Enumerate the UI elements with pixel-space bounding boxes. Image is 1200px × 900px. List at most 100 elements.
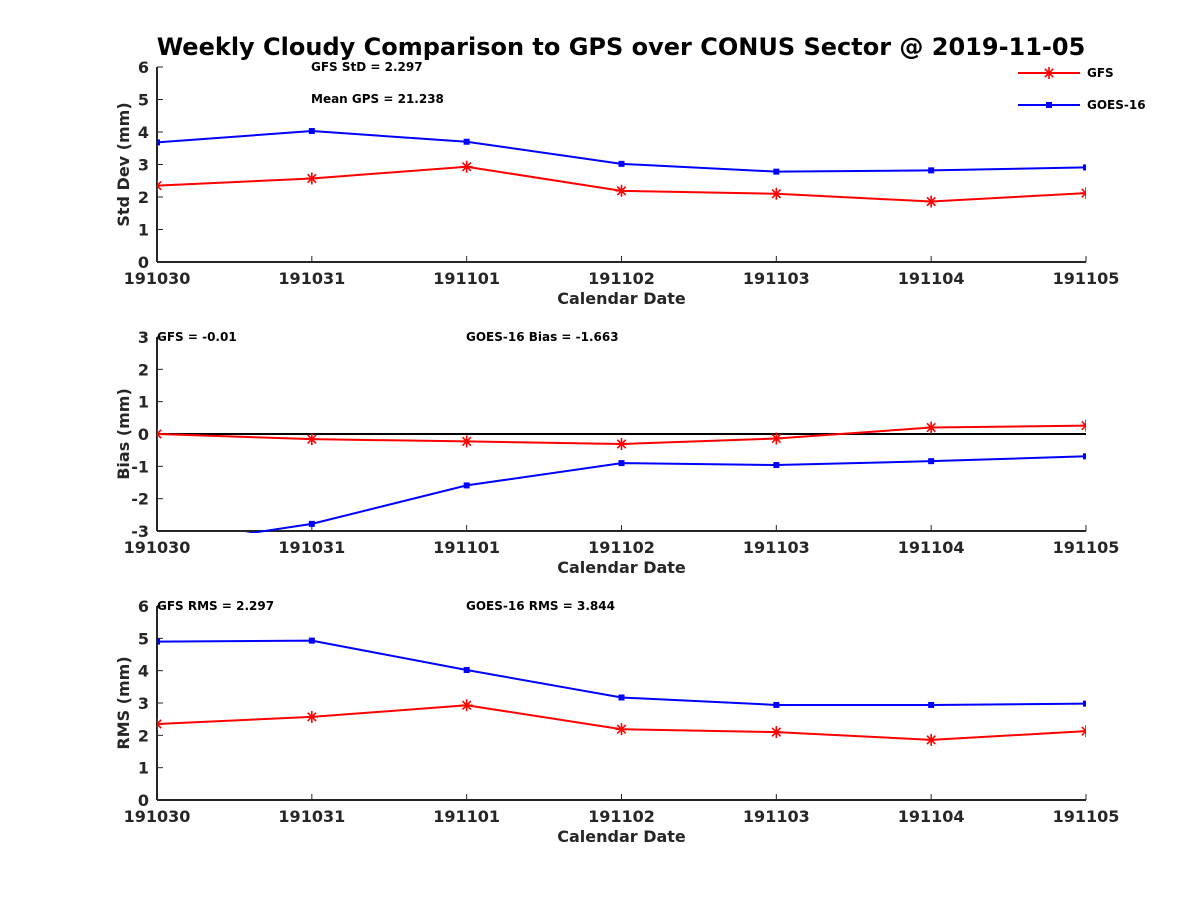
data-point xyxy=(305,433,318,446)
y-axis-label: Std Dev (mm) xyxy=(114,102,133,226)
y-tick-label: 3 xyxy=(138,694,149,713)
data-point xyxy=(1083,453,1086,460)
y-tick-label: 0 xyxy=(138,253,149,272)
data-point xyxy=(925,733,938,746)
data-point xyxy=(157,139,160,146)
data-point-d1 xyxy=(1081,420,1086,427)
data-point xyxy=(463,482,470,489)
legend-marker xyxy=(1043,67,1055,79)
x-tick-label: 191105 xyxy=(1053,269,1120,288)
x-tick-label: 191104 xyxy=(898,807,965,826)
data-point-d2 xyxy=(307,712,317,722)
x-tick-label: 191105 xyxy=(1053,538,1120,557)
x-axis-label: Calendar Date xyxy=(557,827,686,846)
panel-3: 0 1 2 3 4 5 6 191030 191031 191101 191102 191103 191… xyxy=(114,597,1119,846)
data-point xyxy=(460,699,473,712)
legend-entry-gfs: GFS xyxy=(1018,66,1114,80)
x-tick-label: 191102 xyxy=(588,807,655,826)
y-tick-label: -1 xyxy=(131,457,149,476)
data-point-d2 xyxy=(926,735,936,745)
data-point xyxy=(615,438,628,451)
y-tick-label: 3 xyxy=(138,328,149,347)
data-point xyxy=(1080,187,1086,200)
data-point xyxy=(928,167,935,174)
y-tick-label: 3 xyxy=(138,156,149,175)
data-point xyxy=(157,179,163,192)
data-point-d2 xyxy=(307,434,317,444)
data-point-d2 xyxy=(771,188,782,199)
data-point xyxy=(615,184,628,197)
data-point xyxy=(157,718,163,731)
data-point-d2 xyxy=(616,439,627,449)
data-point xyxy=(463,667,470,674)
data-point xyxy=(308,637,315,644)
data-point xyxy=(773,168,780,175)
data-point-d1 xyxy=(157,184,162,191)
data-point xyxy=(618,160,625,167)
data-point xyxy=(305,710,318,723)
x-tick-label: 191105 xyxy=(1053,807,1120,826)
figure-title: Weekly Cloudy Comparison to GPS over CON… xyxy=(157,33,1086,61)
x-tick-label: 191031 xyxy=(278,807,345,826)
series-goes-16 xyxy=(244,453,1086,533)
data-point xyxy=(770,726,783,739)
y-tick-label: 4 xyxy=(138,123,149,142)
data-point-d2 xyxy=(461,436,472,447)
data-point-d2 xyxy=(157,429,162,436)
x-axis-label: Calendar Date xyxy=(557,289,686,308)
series-gfs xyxy=(157,419,1086,451)
x-tick-label: 191104 xyxy=(898,538,965,557)
data-point-d2 xyxy=(771,433,782,444)
plot-area xyxy=(157,419,1086,533)
data-point xyxy=(773,701,780,708)
legend: GFS GOES-16 xyxy=(1018,66,1146,112)
data-point xyxy=(460,160,473,173)
y-tick-label: 1 xyxy=(138,393,149,412)
data-point-d1 xyxy=(157,722,162,729)
data-point-d2 xyxy=(1081,729,1086,736)
y-tick-label: 2 xyxy=(138,188,149,207)
data-point xyxy=(1083,700,1086,707)
y-tick-label: -2 xyxy=(131,490,149,509)
data-point xyxy=(1080,419,1086,432)
data-point xyxy=(928,701,935,708)
panel-1: 0 1 2 3 4 5 6 191030 191031 191101 191102 191103 191… xyxy=(114,58,1119,308)
plot-area xyxy=(157,128,1086,208)
data-point-d1 xyxy=(157,432,162,439)
legend-label: GOES-16 xyxy=(1087,98,1146,112)
chart-panels: 0 1 2 3 4 5 6 191030 191031 191101 191102 191103 191… xyxy=(114,58,1119,846)
data-point xyxy=(308,520,315,527)
x-tick-label: 191101 xyxy=(433,269,500,288)
y-tick-label: 6 xyxy=(138,597,149,616)
annotation: GOES-16 Bias = -1.663 xyxy=(466,330,619,344)
data-point xyxy=(1083,164,1086,171)
x-tick-label: 191101 xyxy=(433,807,500,826)
series-gfs xyxy=(157,699,1086,746)
data-point-d2 xyxy=(771,727,782,737)
legend-marker-d2 xyxy=(1044,68,1054,78)
data-point-d2 xyxy=(461,700,472,711)
x-tick-label: 191104 xyxy=(898,269,965,288)
series-goes-16 xyxy=(157,637,1086,708)
annotation: Mean GPS = 21.238 xyxy=(311,92,444,106)
x-tick-label: 191030 xyxy=(124,269,191,288)
y-axis-label: Bias (mm) xyxy=(114,388,133,480)
data-point-d2 xyxy=(1081,191,1086,198)
data-point-d1 xyxy=(1081,188,1086,195)
data-point xyxy=(773,462,780,469)
x-tick-label: 191102 xyxy=(588,269,655,288)
data-point xyxy=(618,694,625,701)
x-axis-label: Calendar Date xyxy=(557,558,686,577)
data-point xyxy=(928,458,935,465)
y-tick-label: 1 xyxy=(138,221,149,240)
annotation: GFS RMS = 2.297 xyxy=(157,599,274,613)
plot-area xyxy=(157,637,1086,746)
data-point xyxy=(770,432,783,445)
series-line xyxy=(244,455,1086,533)
y-tick-label: 6 xyxy=(138,58,149,77)
data-point-d2 xyxy=(461,162,472,172)
y-tick-label: 2 xyxy=(138,360,149,379)
x-tick-label: 191103 xyxy=(743,807,810,826)
y-tick-label: 5 xyxy=(138,629,149,648)
data-point xyxy=(157,638,160,645)
